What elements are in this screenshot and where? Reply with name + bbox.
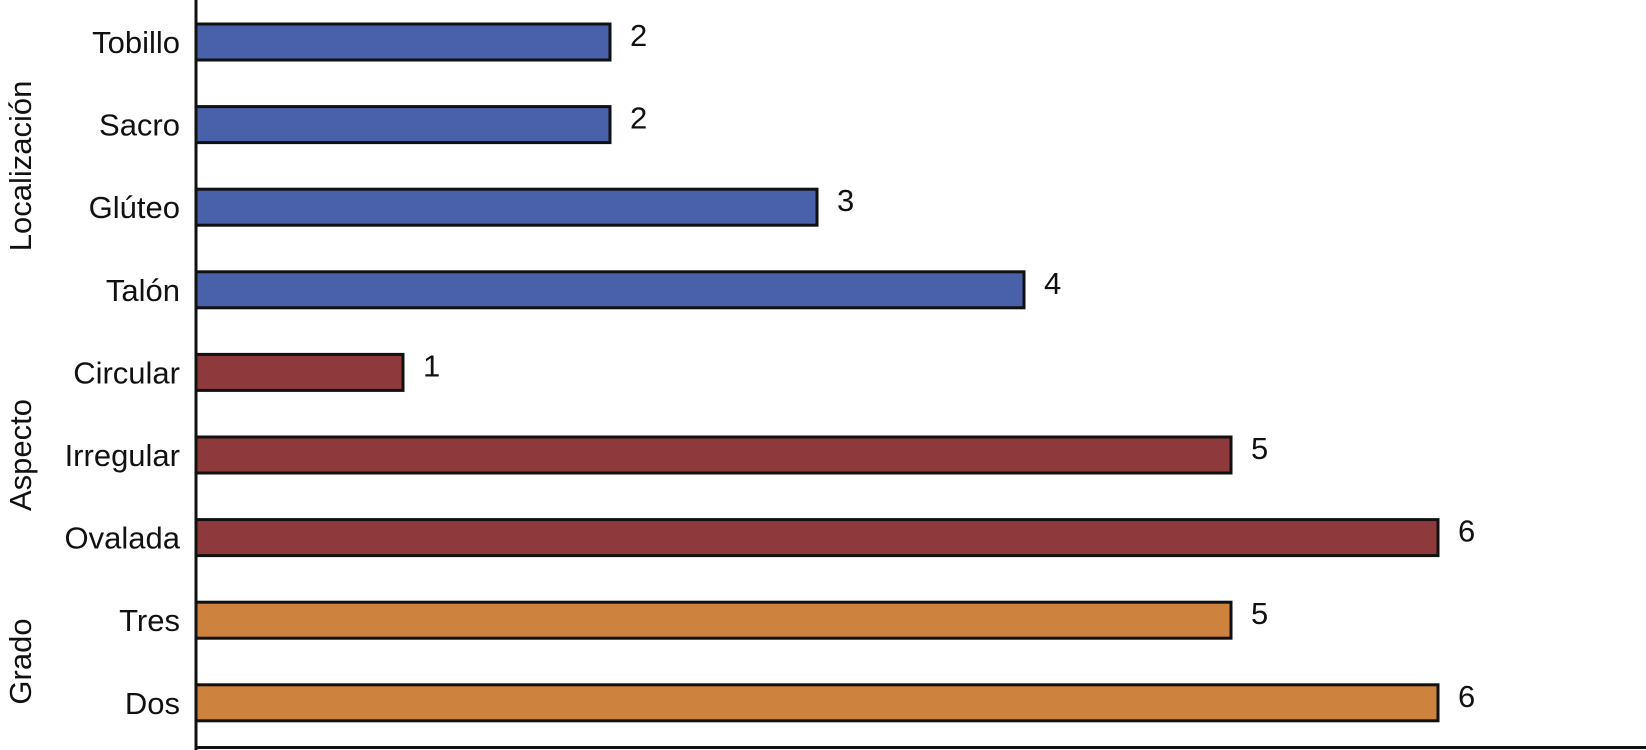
- value-label-ovalada: 6: [1458, 514, 1475, 549]
- value-label-tobillo: 2: [630, 18, 647, 53]
- group-labels: Localización Aspecto Grado: [3, 81, 38, 705]
- category-label-tobillo: Tobillo: [92, 25, 180, 60]
- category-label-dos: Dos: [125, 686, 180, 721]
- category-label-irregular: Irregular: [65, 438, 180, 473]
- category-labels: Tobillo Sacro Glúteo Talón Circular Irregular…: [65, 25, 181, 721]
- value-label-dos: 6: [1458, 679, 1475, 714]
- group-label-aspecto: Aspecto: [3, 399, 38, 511]
- value-label-sacro: 2: [630, 101, 647, 136]
- value-label-talon: 4: [1044, 266, 1061, 301]
- category-label-sacro: Sacro: [99, 108, 180, 143]
- category-label-talon: Talón: [106, 273, 180, 308]
- category-label-circular: Circular: [73, 355, 180, 390]
- value-label-gluteo: 3: [837, 183, 854, 218]
- group-label-localizacion: Localización: [3, 81, 38, 252]
- category-label-ovalada: Ovalada: [65, 521, 181, 556]
- value-labels: 2 2 3 4 1 5 6 5 6: [423, 18, 1475, 714]
- value-label-tres: 5: [1251, 596, 1268, 631]
- bar-sacro: [194, 105, 612, 145]
- bar-circular: [194, 352, 405, 392]
- category-label-tres: Tres: [119, 603, 180, 638]
- bar-dos: [194, 683, 1440, 723]
- bar-tobillo: [194, 22, 612, 62]
- group-label-grado: Grado: [3, 618, 38, 704]
- bar-gluteo: [194, 187, 819, 227]
- bar-tres: [194, 600, 1233, 640]
- bar-irregular: [194, 435, 1233, 475]
- value-label-circular: 1: [423, 348, 440, 383]
- bar-talon: [194, 270, 1026, 310]
- value-label-irregular: 5: [1251, 431, 1268, 466]
- category-label-gluteo: Glúteo: [89, 190, 180, 225]
- bar-ovalada: [194, 518, 1440, 558]
- bars: [194, 22, 1440, 723]
